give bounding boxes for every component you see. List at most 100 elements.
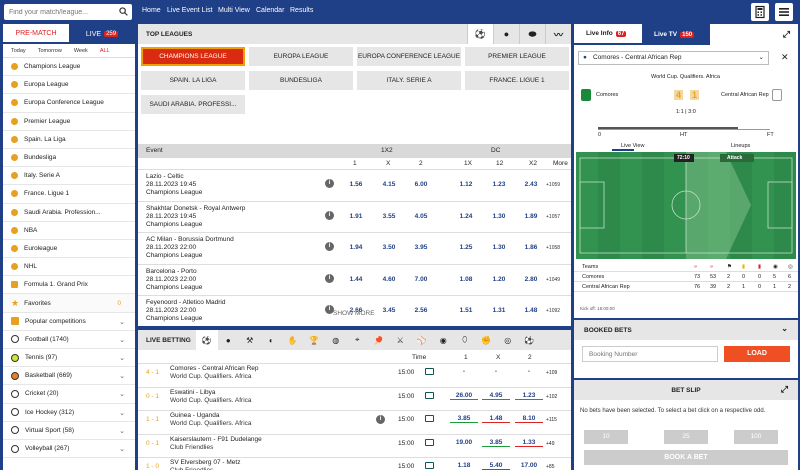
live-odd-button[interactable]: 1.18 — [457, 462, 471, 469]
baseball-icon[interactable]: ⚾ — [416, 335, 427, 345]
basketball-icon[interactable]: ● — [225, 335, 231, 345]
tv-icon[interactable] — [425, 391, 434, 399]
info-icon[interactable]: i — [325, 179, 334, 188]
odd-button[interactable]: 1.30 — [492, 244, 506, 251]
odd-button[interactable]: 2.56 — [414, 307, 428, 314]
sidebar-league-item[interactable]: Italy. Serie A — [3, 167, 135, 186]
futsal-icon[interactable]: ⚽ — [524, 335, 535, 345]
league-button[interactable]: ITALY. SERIE A — [357, 71, 461, 90]
tab-live-info[interactable]: Live Info 67 — [574, 24, 642, 45]
sidebar-league-item[interactable]: Formula 1. Grand Prix — [3, 276, 135, 295]
calculator-button[interactable] — [751, 3, 769, 21]
odd-button[interactable]: 1.23 — [492, 181, 506, 188]
live-odd-button[interactable]: 5.40 — [482, 462, 510, 470]
sidebar-sport-item[interactable]: Virtual Sport (58) ⌄ — [3, 422, 135, 440]
nav-live-event-list[interactable]: Live Event List — [167, 7, 213, 14]
event-teams[interactable]: Feyenoord - Atletico Madrid — [146, 299, 226, 306]
info-icon[interactable]: i — [325, 210, 334, 220]
league-button[interactable]: EUROPA CONFERENCE LEAGUE — [357, 47, 461, 66]
sidebar-league-item[interactable]: NBA — [3, 222, 135, 240]
booking-number-input[interactable] — [582, 346, 718, 362]
filter-tomorrow[interactable]: Tomorrow — [37, 47, 62, 54]
live-odd-button[interactable]: 8.10 — [515, 415, 543, 423]
stake-10-button[interactable]: 10 — [584, 430, 628, 444]
live-odd-button[interactable]: 17.00 — [520, 462, 538, 469]
nav-multi-view[interactable]: Multi View — [218, 7, 250, 14]
league-button[interactable]: CHAMPIONS LEAGUE — [141, 47, 245, 66]
league-button[interactable]: PREMIER LEAGUE — [465, 47, 569, 66]
event-row[interactable]: AC Milan - Borussia Dortmund 28.11.2023 2… — [138, 233, 571, 265]
odd-button[interactable]: 2.66 — [349, 307, 363, 314]
live-odd-button[interactable]: - — [527, 368, 531, 375]
tv-icon[interactable] — [425, 462, 434, 469]
odd-button[interactable]: 2.43 — [524, 181, 538, 188]
odd-button[interactable]: 4.60 — [382, 275, 396, 283]
filter-all[interactable]: ALL — [99, 47, 110, 54]
more-markets-link[interactable]: +49 — [546, 440, 555, 447]
book-a-bet-button[interactable]: BOOK A BET — [584, 450, 788, 465]
tab-live-view[interactable]: Live View — [621, 143, 645, 149]
odd-button[interactable]: 1.24 — [459, 212, 473, 220]
more-markets-link[interactable]: +1059 — [546, 182, 561, 188]
odd-button[interactable]: 1.48 — [524, 307, 538, 314]
event-row[interactable]: Shakhtar Donetsk - Royal Antwerp 28.11.20… — [138, 202, 571, 233]
more-markets-link[interactable]: +1058 — [546, 245, 561, 251]
odd-button[interactable]: 1.20 — [492, 275, 506, 283]
cricket-icon[interactable]: ⌖ — [354, 335, 360, 344]
event-teams[interactable]: Shakhtar Donetsk - Royal Antwerp — [146, 204, 246, 212]
expand-icon[interactable]: ⤢ — [782, 29, 790, 39]
live-teams[interactable]: Eswatini - Libya — [170, 388, 216, 396]
sidebar-sport-item[interactable]: Popular competitions ⌄ — [3, 313, 135, 331]
odd-button[interactable]: 1.12 — [459, 181, 473, 188]
more-markets-link[interactable]: +102 — [546, 393, 558, 400]
event-row[interactable]: Barcelona - Porto 28.11.2023 22:00 Champio… — [138, 265, 571, 296]
football-icon[interactable]: ⚽ — [196, 330, 218, 350]
sidebar-league-item[interactable]: France. Ligue 1 — [3, 185, 135, 204]
league-button[interactable]: BUNDESLIGA — [249, 71, 353, 90]
live-teams[interactable]: Guinea - Uganda — [170, 412, 220, 419]
more-markets-link[interactable]: +115 — [546, 417, 557, 423]
live-event-row[interactable]: 0 - 1 Eswatini - Libya World Cup. Qualifie… — [138, 388, 571, 411]
league-button[interactable]: SPAIN. LA LIGA — [141, 71, 245, 90]
stake-100-button[interactable]: 100 — [734, 430, 778, 444]
info-icon[interactable]: i — [325, 242, 334, 251]
odd-button[interactable]: 1.94 — [349, 244, 363, 251]
search-box[interactable] — [4, 4, 132, 20]
odd-button[interactable]: 3.95 — [414, 244, 428, 251]
search-input[interactable] — [4, 4, 114, 20]
booked-bets-header[interactable]: BOOKED BETS ⌄ — [574, 320, 798, 340]
info-icon[interactable]: i — [376, 415, 385, 424]
odd-button[interactable]: 1.51 — [459, 307, 473, 314]
football-icon[interactable]: ⚽ — [467, 24, 493, 44]
sidebar-sport-item[interactable]: Volleyball (267) ⌄ — [3, 440, 135, 459]
table-tennis-icon[interactable]: 🏓 — [373, 335, 384, 345]
snooker-icon[interactable]: ◉ — [439, 335, 447, 345]
live-event-row[interactable]: 0 - 1 Kaiserslautern - F91 Dudelange Club … — [138, 435, 571, 458]
odd-button[interactable]: 4.05 — [414, 212, 428, 220]
live-teams[interactable]: Comores - Central African Rep — [170, 365, 259, 372]
live-odd-button[interactable]: 1.48 — [482, 415, 510, 423]
tv-icon[interactable] — [425, 368, 434, 375]
search-icon[interactable] — [119, 7, 128, 16]
live-odd-button[interactable]: 4.95 — [482, 392, 510, 400]
sidebar-league-item[interactable]: Bundesliga — [3, 149, 135, 168]
more-markets-link[interactable]: +85 — [546, 464, 555, 470]
basketball-icon[interactable]: ● — [493, 24, 519, 44]
tab-live[interactable]: LIVE 259 — [69, 24, 135, 44]
live-event-row[interactable]: 4 - 1 Comores - Central African Rep World … — [138, 364, 571, 388]
volleyball-icon[interactable]: ◍ — [332, 335, 340, 345]
league-button[interactable]: FRANCE. LIGUE 1 — [465, 71, 569, 90]
live-odd-button[interactable]: 3.85 — [482, 439, 510, 447]
more-markets-link[interactable]: +1092 — [546, 308, 561, 314]
more-markets-link[interactable]: +109 — [546, 370, 558, 376]
live-odd-button[interactable]: 1.33 — [515, 439, 543, 447]
pin-icon[interactable]: ✕ — [781, 52, 789, 62]
match-select[interactable]: ● Comores - Central African Rep ⌄ — [578, 51, 769, 65]
odd-button[interactable]: 3.50 — [382, 244, 396, 251]
odd-button[interactable]: 7.00 — [414, 275, 428, 283]
live-odd-button[interactable]: 19.00 — [455, 438, 473, 446]
event-teams[interactable]: Lazio - Celtic — [146, 173, 184, 180]
odd-button[interactable]: 1.56 — [349, 181, 363, 188]
odd-button[interactable]: 1.31 — [492, 307, 506, 314]
tv-icon[interactable] — [425, 438, 434, 446]
